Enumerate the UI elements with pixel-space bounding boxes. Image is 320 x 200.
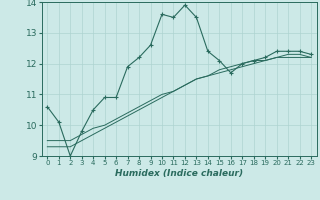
X-axis label: Humidex (Indice chaleur): Humidex (Indice chaleur): [115, 169, 243, 178]
